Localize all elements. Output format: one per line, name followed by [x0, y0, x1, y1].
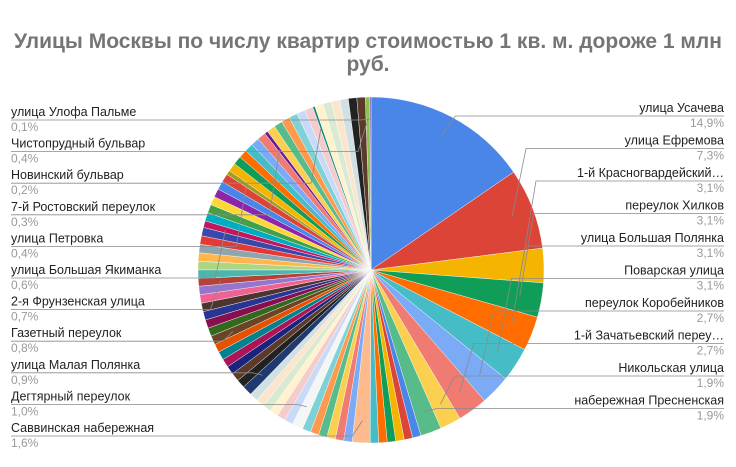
slice-percent: 7,3% [697, 149, 725, 163]
slice-label: Поварская улица [624, 264, 724, 278]
slice-label: улица Ефремова [625, 134, 724, 148]
slice-label: Новинский бульвар [11, 168, 124, 182]
leader-line [11, 372, 263, 376]
leader-line [11, 118, 369, 153]
slice-percent: 0,4% [11, 152, 39, 166]
leader-line [11, 280, 221, 311]
slice-percent: 3,1% [697, 246, 725, 260]
slice-percent: 2,7% [697, 344, 725, 358]
slice-label: набережная Пресненская [574, 394, 724, 408]
leader-line [11, 420, 363, 437]
pie-slice [370, 96, 514, 271]
slice-percent: 3,1% [697, 214, 725, 228]
slice-percent: 1,0% [11, 404, 39, 418]
slice-percent: 0,2% [11, 183, 39, 197]
pie-slices [197, 96, 545, 444]
slice-label: переулок Коробейников [585, 296, 724, 310]
slice-label: 7-й Ростовский переулок [11, 200, 156, 214]
leader-line [11, 184, 247, 247]
chart-title: Улицы Москвы по числу квартир стоимостью… [14, 30, 722, 76]
leader-line [441, 115, 724, 137]
slice-label: переулок Хилков [625, 199, 724, 213]
slice-percent: 2,7% [697, 311, 725, 325]
pie-slice [369, 96, 372, 271]
slice-label: Саввинская набережная [11, 421, 154, 435]
slice-percent: 0,8% [11, 341, 39, 355]
slice-label: улица Большая Якиманка [11, 263, 161, 277]
slice-percent: 0,7% [11, 310, 39, 324]
slice-label: улица Малая Полянка [11, 358, 140, 372]
slice-percent: 0,1% [11, 120, 39, 134]
slice-percent: 3,1% [697, 279, 725, 293]
slice-percent: 0,9% [11, 373, 39, 387]
leader-line [479, 310, 724, 375]
leader-line [423, 408, 724, 413]
slice-percent: 1,9% [697, 376, 725, 390]
leader-line [521, 180, 724, 267]
leader-line [11, 118, 371, 121]
slice-percent: 0,6% [11, 278, 39, 292]
slice-label: улица Большая Полянка [581, 231, 724, 245]
leader-line [11, 229, 226, 279]
slice-percent: 3,1% [697, 181, 725, 195]
leader-line [440, 375, 724, 405]
leader-line [511, 148, 724, 217]
slice-label: Газетный переулок [11, 326, 122, 340]
slice-label: 1-й Красногвардейский… [577, 166, 724, 180]
leader-line [497, 278, 724, 353]
leader-line [519, 213, 724, 297]
slice-label: 1-й Зачатьевский переу… [574, 329, 724, 343]
leader-line [11, 149, 280, 216]
slice-percent: 14,9% [690, 116, 724, 130]
slice-percent: 1,9% [697, 409, 725, 423]
slice-percent: 0,4% [11, 246, 39, 260]
leader-line [11, 331, 234, 342]
leader-line [11, 403, 307, 408]
slice-percent: 0,3% [11, 215, 39, 229]
leader-lines [11, 115, 724, 437]
slice-label: улица Усачева [639, 101, 724, 115]
slice-label: 2-я Фрунзенская улица [11, 295, 145, 309]
slice-label: Дегтярный переулок [11, 389, 131, 403]
slice-label: Никольская улица [618, 361, 724, 375]
leader-line [11, 127, 322, 184]
slice-percent: 1,6% [11, 436, 39, 450]
slice-label: улица Улофа Пальме [11, 105, 136, 119]
slice-label: Чистопрудный бульвар [11, 137, 145, 151]
leader-line [510, 245, 724, 326]
slice-label: улица Петровка [11, 231, 103, 245]
